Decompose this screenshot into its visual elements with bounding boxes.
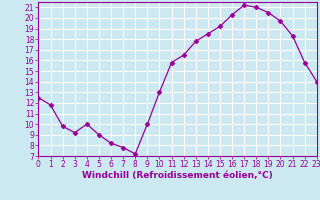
- X-axis label: Windchill (Refroidissement éolien,°C): Windchill (Refroidissement éolien,°C): [82, 171, 273, 180]
